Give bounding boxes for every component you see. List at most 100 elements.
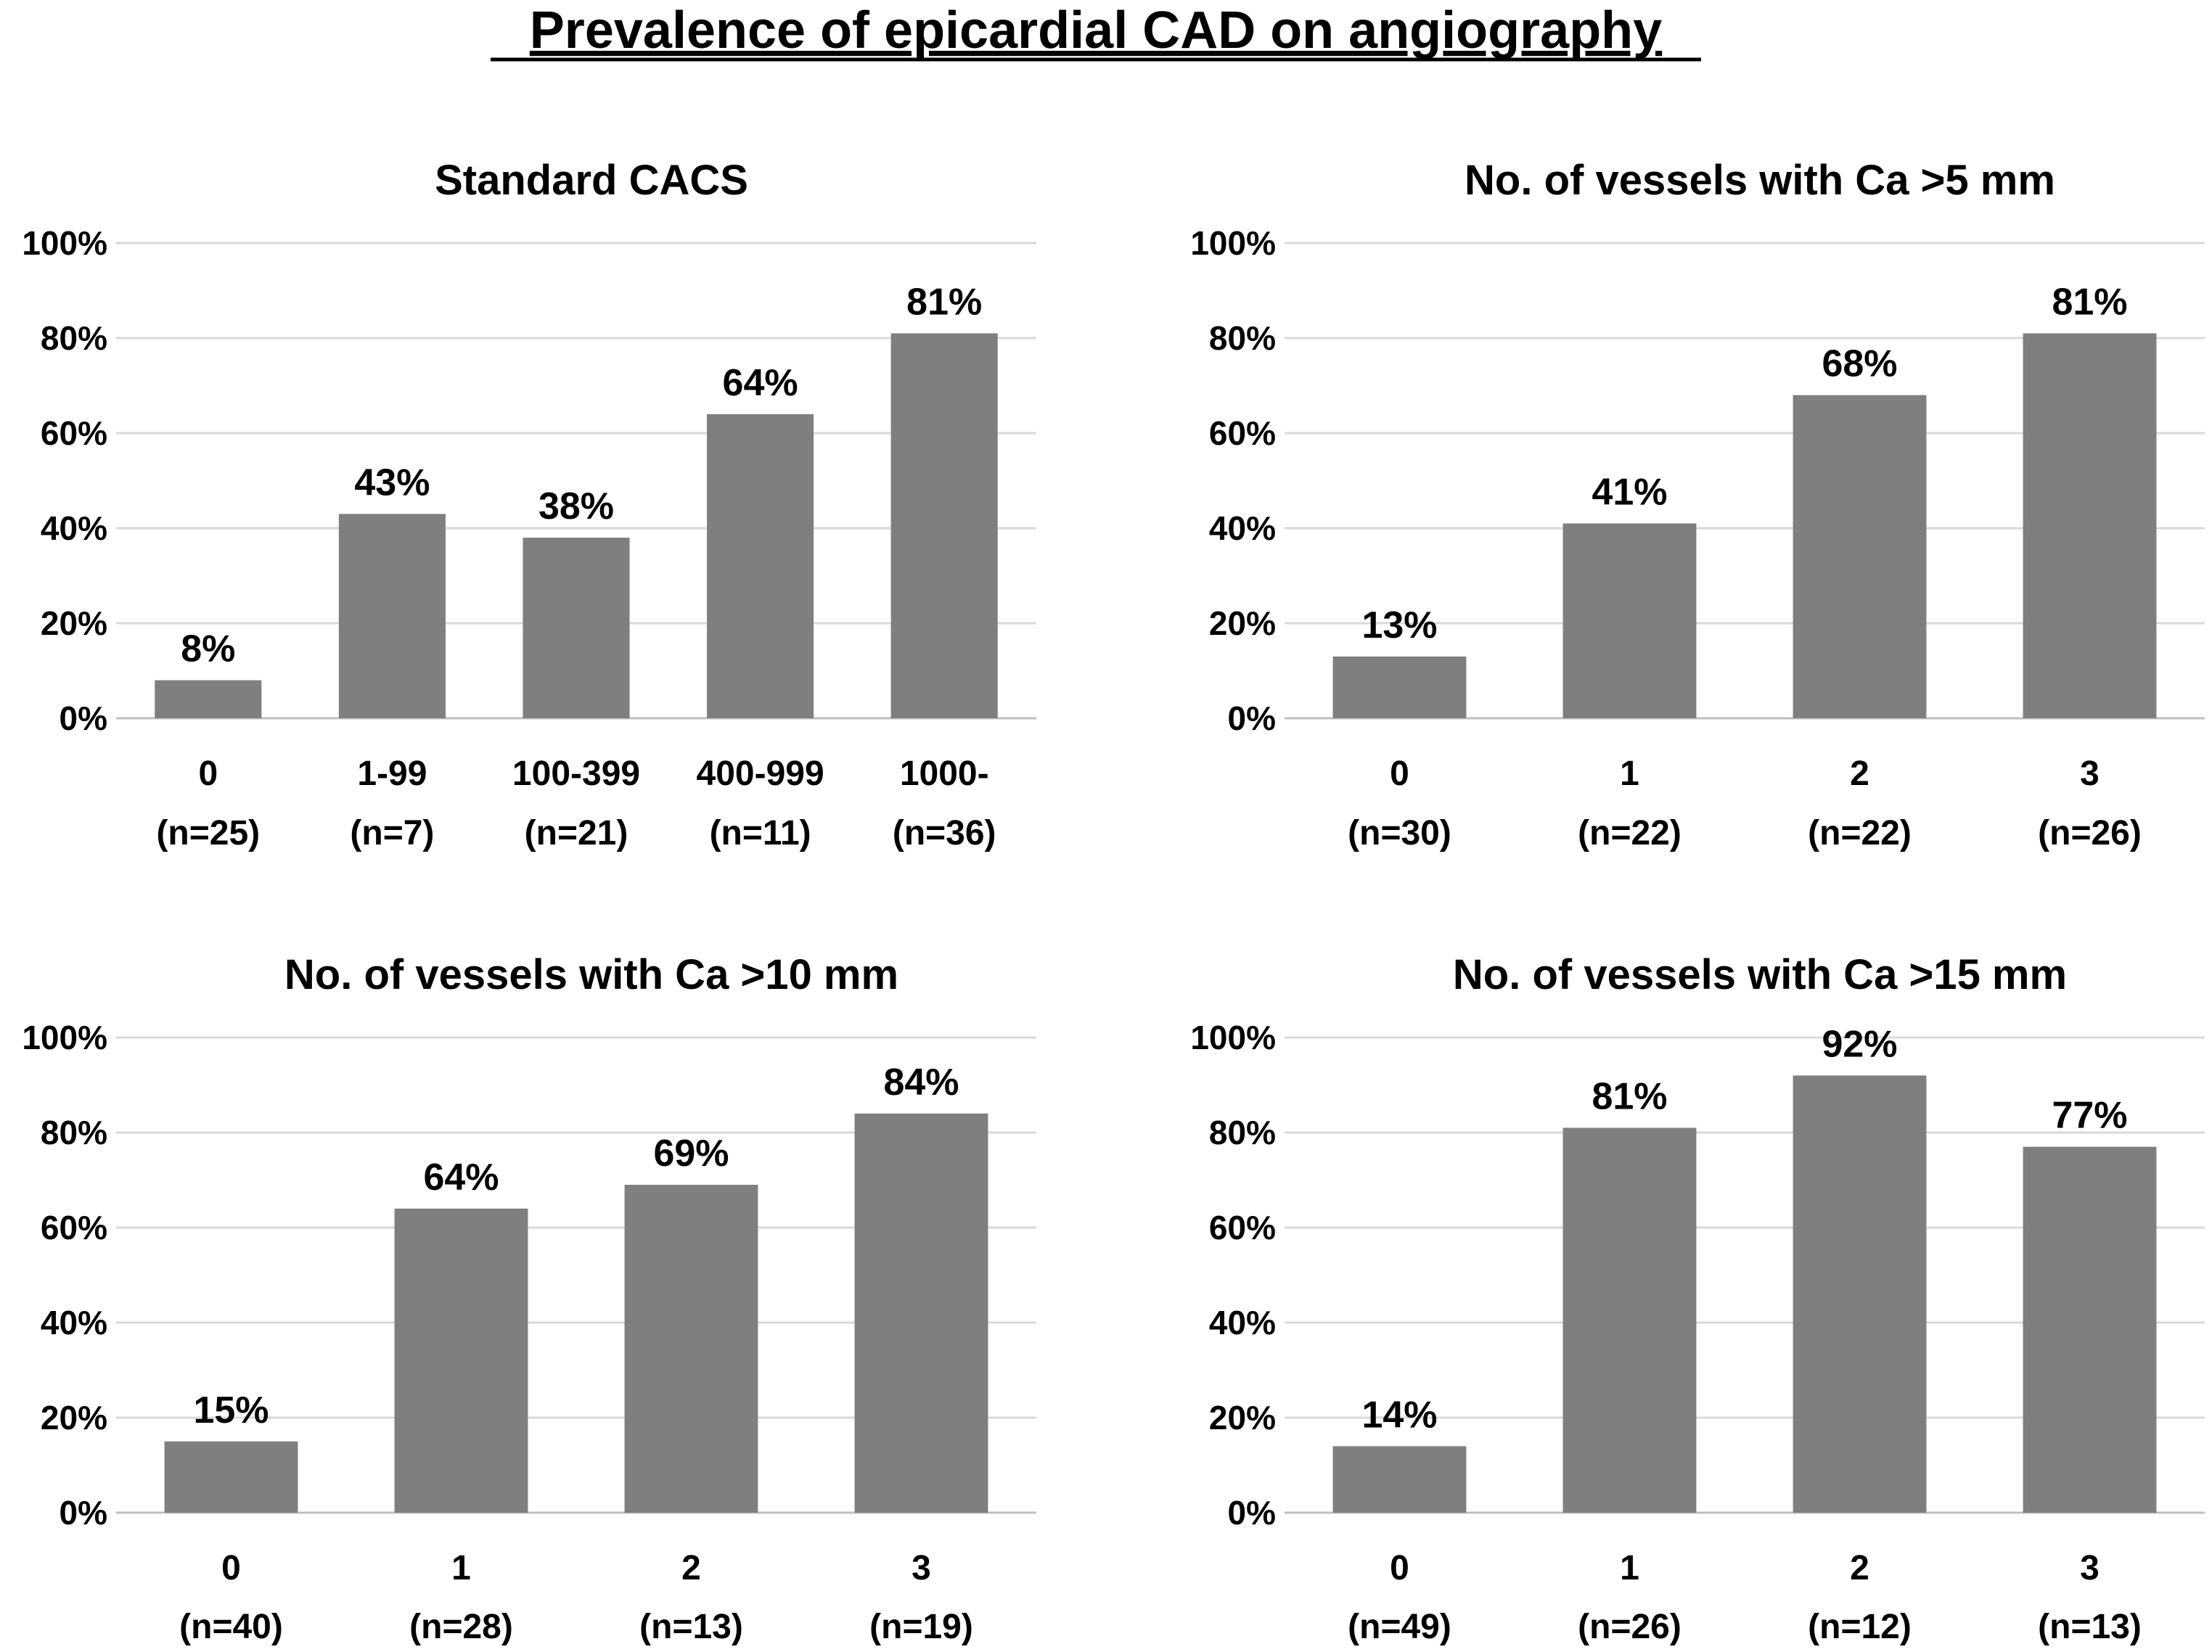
n-label: (n=49) — [1348, 1608, 1451, 1646]
y-tick-label: 60% — [41, 414, 107, 452]
category-label: 100-399 — [512, 755, 640, 793]
chart-title: No. of vessels with Ca >10 mm — [284, 951, 898, 998]
charts-container: Standard CACS0%20%40%60%80%100%8%0(n=25)… — [22, 157, 2205, 1646]
y-tick-label: 100% — [22, 1019, 107, 1056]
data-label: 64% — [723, 362, 798, 404]
n-label: (n=21) — [525, 814, 628, 852]
y-tick-label: 0% — [60, 699, 107, 737]
data-label: 43% — [354, 461, 430, 504]
category-label: 2 — [681, 1549, 701, 1587]
chart-title: No. of vessels with Ca >15 mm — [1453, 951, 2067, 998]
bar-0 — [1332, 1446, 1467, 1513]
n-label: (n=12) — [1808, 1608, 1912, 1646]
y-tick-label: 40% — [1209, 1304, 1276, 1341]
category-label: 1 — [451, 1549, 471, 1587]
y-tick-label: 20% — [1209, 604, 1276, 642]
bar-1 — [1562, 523, 1697, 718]
category-label: 1000- — [900, 755, 989, 793]
y-tick-label: 60% — [1209, 1209, 1276, 1246]
y-tick-label: 0% — [1228, 1494, 1276, 1532]
data-label: 64% — [423, 1156, 499, 1199]
y-tick-label: 40% — [1209, 509, 1276, 547]
n-label: (n=30) — [1348, 814, 1451, 852]
n-label: (n=28) — [409, 1608, 513, 1646]
y-tick-label: 20% — [41, 604, 107, 642]
data-label: 84% — [883, 1061, 959, 1104]
n-label: (n=13) — [639, 1608, 743, 1646]
data-label: 41% — [1592, 471, 1667, 513]
category-label: 3 — [2080, 1549, 2100, 1587]
chart-panel-4: No. of vessels with Ca >15 mm 0% 20% 40% 60%… — [1190, 951, 2205, 1646]
data-label: 13% — [1361, 604, 1437, 646]
figure-title: Prevalence of epicardial CAD on angiogra… — [530, 1, 1662, 59]
category-label: 3 — [2080, 755, 2100, 793]
n-label: (n=19) — [869, 1608, 973, 1646]
y-tick-label: 80% — [41, 1114, 107, 1151]
n-label: (n=7) — [350, 814, 434, 852]
n-label: (n=40) — [179, 1608, 283, 1646]
n-label: (n=36) — [893, 814, 996, 852]
data-label: 15% — [193, 1389, 269, 1431]
y-tick-label: 0% — [1228, 699, 1276, 737]
n-label: (n=11) — [710, 814, 811, 852]
y-tick-label: 100% — [1190, 1019, 1276, 1056]
bar-0 — [155, 680, 262, 718]
category-label: 3 — [912, 1549, 931, 1587]
category-label: 0 — [1390, 1549, 1409, 1587]
y-tick-label: 80% — [1209, 319, 1276, 357]
chart-panel-1: Standard CACS 0% 20% 40% 60% 80% 100% 8% 0 (n=25)… — [22, 157, 1036, 852]
chart-panel-2: No. of vessels with Ca >5 mm 0% 20% 40% 60% 8… — [1190, 157, 2205, 852]
bar-3 — [854, 1113, 988, 1513]
chart-title: Standard CACS — [435, 157, 748, 204]
data-label: 14% — [1361, 1394, 1437, 1436]
y-tick-label: 60% — [41, 1209, 107, 1246]
data-label: 81% — [1592, 1075, 1667, 1117]
data-label: 81% — [906, 281, 982, 323]
bar-2 — [1793, 1075, 1927, 1513]
bar-400-999 — [707, 414, 814, 718]
n-label: (n=13) — [2038, 1608, 2142, 1646]
category-label: 2 — [1850, 755, 1869, 793]
category-label: 1 — [1620, 755, 1639, 793]
bar-0 — [164, 1441, 298, 1513]
n-label: (n=22) — [1578, 814, 1681, 852]
data-label: 77% — [2052, 1095, 2127, 1137]
y-tick-label: 80% — [41, 319, 107, 357]
category-label: 1 — [1620, 1549, 1639, 1587]
data-label: 81% — [2052, 281, 2127, 323]
y-tick-label: 20% — [41, 1399, 107, 1437]
y-tick-label: 0% — [60, 1494, 107, 1532]
data-label: 92% — [1822, 1023, 1897, 1065]
bar-1 — [394, 1208, 528, 1513]
y-tick-label: 40% — [41, 509, 107, 547]
y-tick-label: 60% — [1209, 414, 1276, 452]
y-tick-label: 20% — [1209, 1399, 1276, 1437]
category-label: 1-99 — [357, 755, 427, 793]
y-tick-label: 40% — [41, 1304, 107, 1341]
bar-1-99 — [338, 514, 446, 718]
n-label: (n=26) — [1578, 1608, 1681, 1646]
n-label: (n=22) — [1808, 814, 1912, 852]
data-label: 69% — [653, 1133, 729, 1175]
data-label: 38% — [538, 485, 614, 527]
bar-2 — [624, 1185, 758, 1513]
category-label: 0 — [1390, 755, 1409, 793]
y-tick-label: 100% — [1190, 224, 1276, 262]
category-label: 2 — [1850, 1549, 1869, 1587]
chart-title: No. of vessels with Ca >5 mm — [1465, 157, 2055, 204]
chart-panel-3: No. of vessels with Ca >10 mm 0% 20% 40% 60%… — [22, 951, 1036, 1646]
bar-1000- — [890, 333, 998, 718]
bar-0 — [1332, 656, 1467, 718]
data-label: 68% — [1822, 343, 1897, 385]
bar-1 — [1562, 1127, 1697, 1513]
n-label: (n=26) — [2038, 814, 2142, 852]
bar-3 — [2023, 1146, 2157, 1513]
n-label: (n=25) — [156, 814, 260, 852]
bar-3 — [2023, 333, 2157, 718]
y-tick-label: 80% — [1209, 1114, 1276, 1151]
category-label: 0 — [198, 755, 218, 793]
category-label: 400-999 — [697, 755, 824, 793]
y-tick-label: 100% — [22, 224, 107, 262]
bar-2 — [1793, 395, 1927, 718]
